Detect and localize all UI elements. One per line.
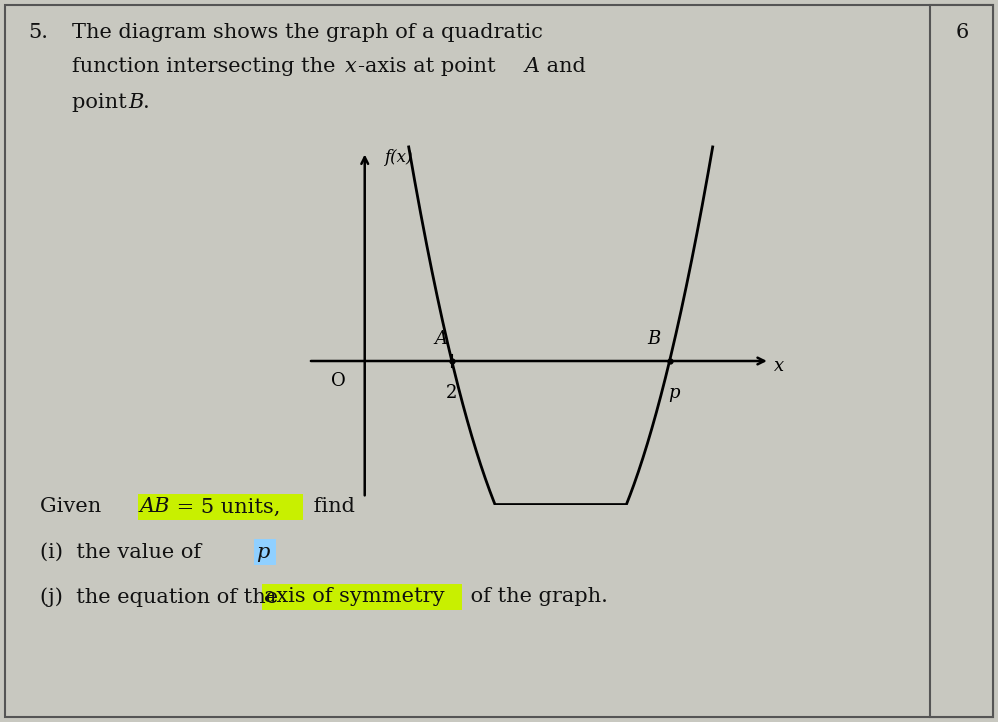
Text: of the graph.: of the graph. [464, 588, 608, 606]
Text: The diagram shows the graph of a quadratic: The diagram shows the graph of a quadrat… [72, 22, 543, 41]
Text: axis of symmetry: axis of symmetry [264, 588, 445, 606]
Text: Given: Given [40, 497, 108, 516]
Text: .: . [143, 92, 150, 111]
Text: function intersecting the: function intersecting the [72, 58, 342, 77]
Text: 5.: 5. [28, 22, 48, 41]
Text: f(x): f(x) [384, 149, 413, 165]
Text: (j)  the equation of the: (j) the equation of the [40, 587, 284, 606]
Text: A: A [525, 58, 540, 77]
Text: x: x [345, 58, 356, 77]
Text: p: p [256, 542, 269, 562]
Text: find: find [307, 497, 355, 516]
FancyBboxPatch shape [138, 494, 303, 520]
Text: 6: 6 [955, 22, 969, 41]
Text: = 5 units,: = 5 units, [170, 497, 280, 516]
FancyBboxPatch shape [262, 584, 462, 610]
Text: and: and [540, 58, 586, 77]
Text: x: x [774, 357, 784, 375]
Text: A: A [434, 331, 447, 348]
Text: B: B [128, 92, 144, 111]
Bar [930, 5, 993, 717]
Text: p: p [669, 384, 680, 402]
Text: O: O [331, 372, 346, 390]
Text: -axis at point: -axis at point [358, 58, 502, 77]
Text: B: B [648, 331, 661, 348]
Text: (i)  the value of: (i) the value of [40, 542, 208, 562]
Text: AB: AB [140, 497, 171, 516]
Text: point: point [72, 92, 134, 111]
FancyBboxPatch shape [254, 539, 276, 565]
Text: 2: 2 [446, 384, 457, 402]
